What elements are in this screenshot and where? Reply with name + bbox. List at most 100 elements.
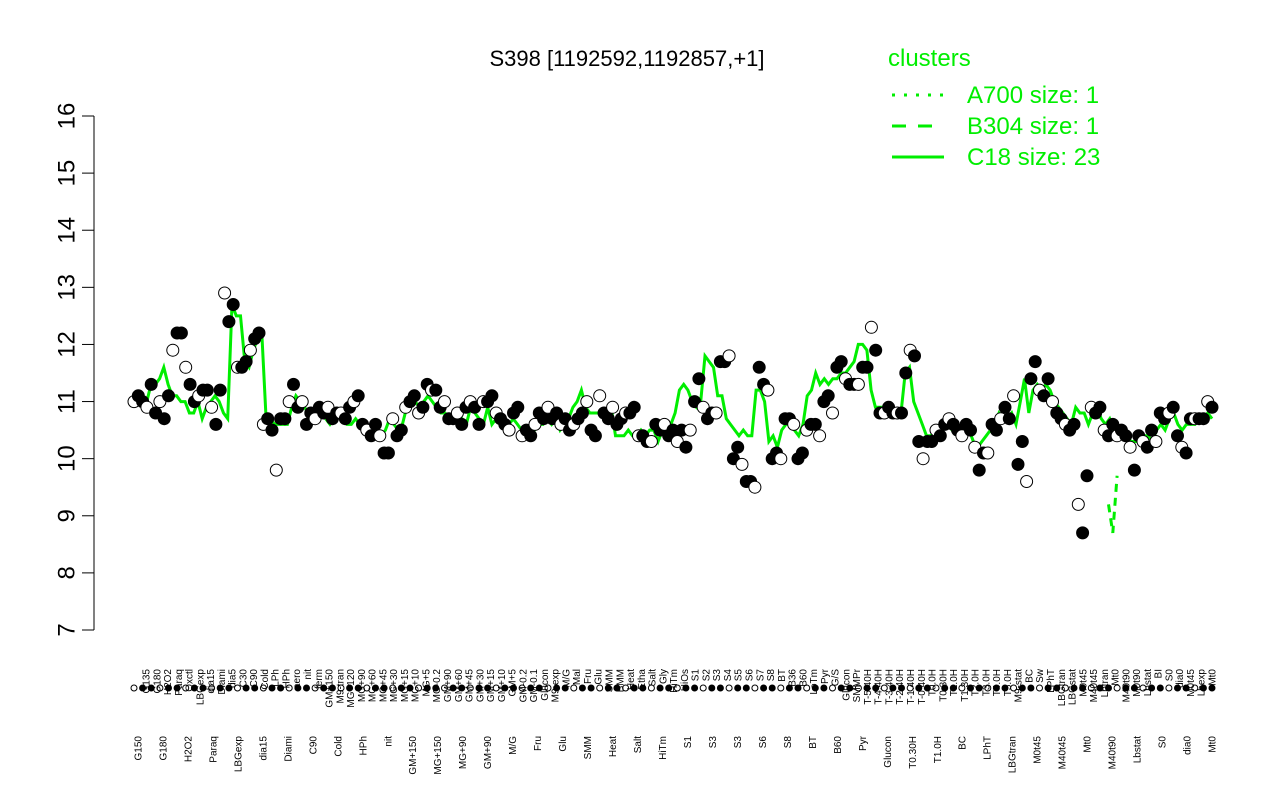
legend-label: B304 size: 1 bbox=[967, 113, 1099, 140]
data-point bbox=[998, 400, 1012, 414]
data-point bbox=[761, 383, 775, 397]
x-rug-mark bbox=[613, 684, 621, 692]
x-tick-label: LBGtran bbox=[1008, 736, 1019, 773]
x-rug-mark bbox=[1122, 684, 1130, 692]
x-rug-mark bbox=[510, 684, 517, 692]
x-rug-mark bbox=[794, 684, 802, 692]
x-rug-mark bbox=[1156, 684, 1164, 692]
data-point bbox=[351, 389, 365, 403]
x-rug-mark bbox=[199, 684, 207, 692]
x-rug-mark bbox=[932, 684, 940, 692]
x-rug-mark bbox=[820, 684, 828, 692]
data-point bbox=[243, 343, 257, 357]
y-tick-label: 9 bbox=[53, 509, 80, 522]
x-rug-mark bbox=[173, 684, 181, 692]
x-rug-mark bbox=[303, 684, 310, 692]
x-tick-label: Lbtran bbox=[1100, 669, 1111, 697]
x-rug-mark bbox=[259, 684, 267, 692]
data-point bbox=[588, 429, 602, 443]
x-tick-label: dia0 bbox=[1183, 736, 1194, 755]
x-rug-mark bbox=[406, 684, 414, 692]
x-rug-mark bbox=[518, 684, 526, 692]
x-rug-mark bbox=[941, 684, 949, 692]
x-rug-mark bbox=[328, 684, 336, 692]
x-tick-label: Fru bbox=[583, 669, 594, 684]
data-point bbox=[174, 326, 188, 340]
x-rug-mark bbox=[630, 684, 638, 692]
x-rug-mark bbox=[923, 684, 931, 692]
x-rug-mark bbox=[578, 684, 586, 692]
x-tick-label: M/G bbox=[561, 669, 572, 688]
x-tick-label: MG+45 bbox=[378, 669, 389, 703]
x-tick-label: C30 bbox=[238, 669, 249, 688]
x-rug-mark bbox=[285, 684, 293, 692]
x-tick-label: M9-exp bbox=[551, 669, 562, 703]
x-rug-mark bbox=[992, 684, 1000, 692]
data-point bbox=[261, 412, 275, 426]
x-tick-label: BC bbox=[1024, 669, 1035, 683]
y-tick-label: 7 bbox=[53, 623, 80, 636]
data-point bbox=[895, 406, 908, 420]
x-rug-mark bbox=[880, 684, 888, 692]
x-rug-mark bbox=[432, 684, 440, 692]
x-tick-label: S0 bbox=[1158, 736, 1169, 749]
x-tick-label: MG+5 bbox=[422, 669, 433, 697]
x-tick-label: M0t45 bbox=[1186, 669, 1197, 697]
data-point bbox=[1041, 372, 1055, 386]
data-point bbox=[834, 355, 848, 369]
data-point bbox=[964, 423, 977, 437]
x-tick-label: Lbexp bbox=[1197, 669, 1208, 697]
data-point bbox=[644, 435, 658, 448]
data-point bbox=[795, 446, 809, 460]
x-tick-label: Paraq bbox=[174, 669, 185, 696]
x-rug-mark bbox=[777, 684, 785, 692]
x-rug-mark bbox=[716, 684, 724, 692]
x-rug-mark bbox=[415, 684, 423, 692]
x-tick-label: LPhT bbox=[983, 736, 994, 760]
x-rug-mark bbox=[1182, 684, 1190, 692]
x-rug-mark bbox=[1036, 684, 1043, 692]
x-tick-label: MG+15 bbox=[400, 669, 411, 703]
x-rug-mark bbox=[967, 684, 974, 692]
data-point bbox=[1080, 469, 1094, 483]
data-point bbox=[1002, 412, 1016, 426]
data-point bbox=[1145, 423, 1159, 437]
plot-area bbox=[127, 286, 1219, 540]
x-rug-mark bbox=[544, 684, 552, 692]
data-point bbox=[808, 417, 822, 431]
x-rug-mark bbox=[889, 684, 897, 692]
x-rug-mark bbox=[346, 684, 354, 692]
x-tick-label: LBGexp bbox=[195, 669, 206, 706]
x-tick-label: MG-0.2 bbox=[432, 669, 443, 703]
x-rug-mark bbox=[458, 684, 466, 692]
x-tick-label: SMM bbox=[605, 669, 616, 692]
data-point bbox=[908, 349, 921, 363]
data-point bbox=[683, 423, 697, 437]
data-point bbox=[373, 429, 387, 443]
x-rug-mark bbox=[441, 684, 448, 692]
data-point bbox=[485, 389, 499, 403]
x-rug-mark bbox=[1070, 684, 1078, 692]
y-tick-label: 15 bbox=[53, 160, 80, 187]
data-point bbox=[1015, 435, 1029, 448]
x-rug-mark bbox=[1148, 684, 1156, 692]
data-point bbox=[511, 400, 525, 414]
data-point bbox=[1196, 412, 1210, 426]
x-tick-label: Glucon bbox=[883, 736, 894, 768]
x-rug-mark bbox=[587, 684, 595, 692]
x-rug-mark bbox=[1208, 684, 1216, 692]
legend-label: A700 size: 1 bbox=[967, 82, 1099, 109]
x-tick-label: T1.30H bbox=[960, 669, 971, 702]
x-tick-label: MG+120 bbox=[346, 669, 357, 708]
data-point bbox=[407, 389, 421, 403]
x-tick-label: Fru bbox=[533, 736, 544, 751]
x-tick-label: T2.0H bbox=[971, 669, 982, 696]
x-rug-mark bbox=[984, 684, 992, 692]
data-point bbox=[218, 286, 232, 300]
data-point bbox=[200, 383, 214, 397]
data-point bbox=[606, 400, 620, 414]
data-point bbox=[709, 406, 723, 420]
x-tick-label: Heat bbox=[608, 736, 619, 757]
x-rug-mark bbox=[682, 684, 690, 692]
x-tick-label: Pyr bbox=[858, 735, 869, 751]
